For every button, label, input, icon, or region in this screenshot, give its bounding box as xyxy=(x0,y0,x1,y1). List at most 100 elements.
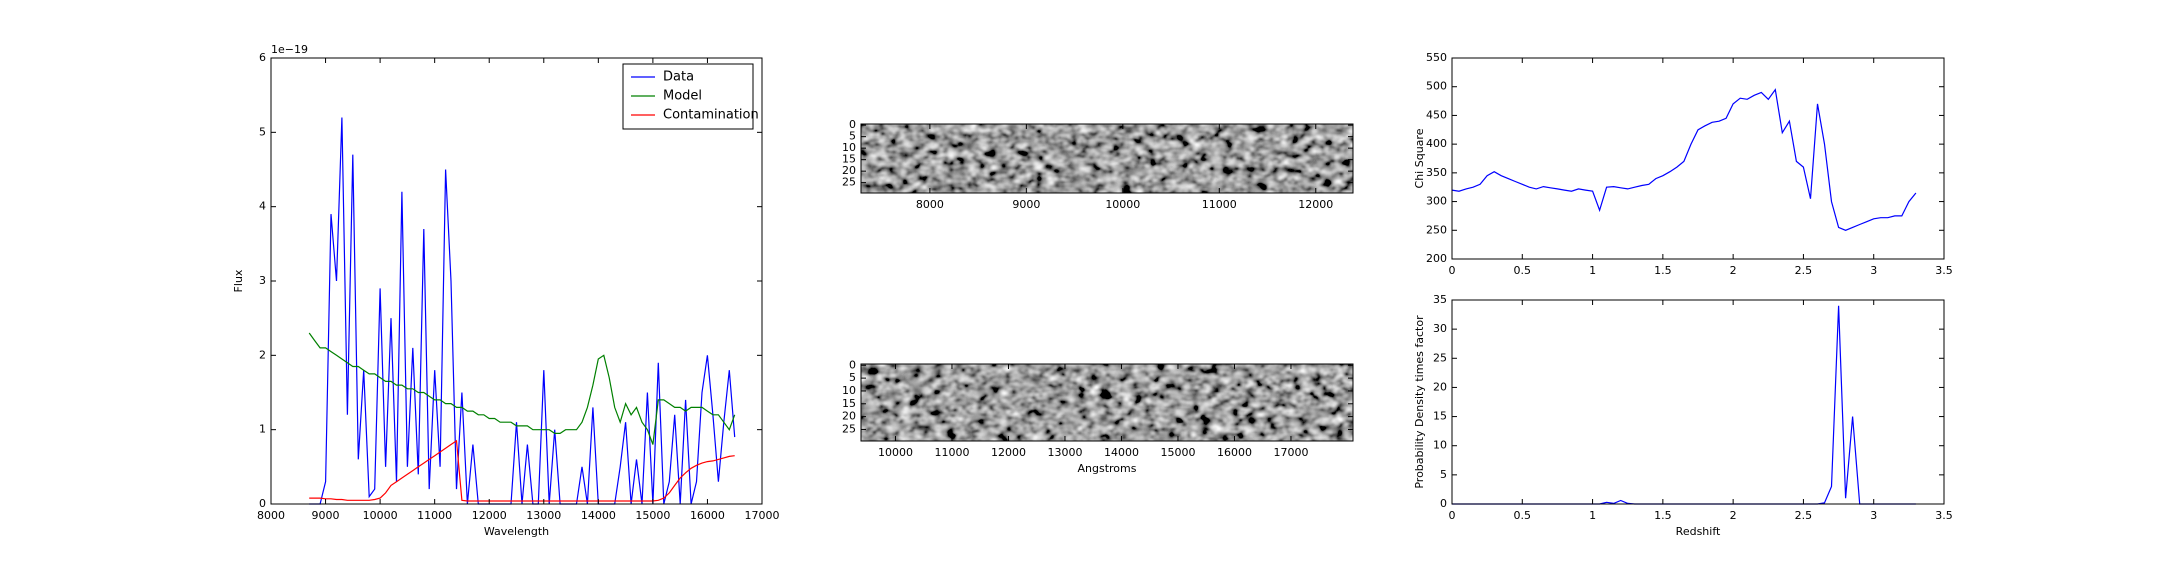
x-tick-label: 3 xyxy=(1870,264,1877,277)
x-tick-label: 9000 xyxy=(1012,198,1040,211)
y-axis-label: Probability Density times factor xyxy=(1413,315,1426,489)
x-tick-label: 16000 xyxy=(1217,446,1252,459)
axes-frame xyxy=(860,363,1354,442)
axes-frame xyxy=(1451,57,1945,260)
y-tick-label: 350 xyxy=(1426,166,1447,179)
plot-area xyxy=(1452,300,1944,504)
x-tick-label: 15000 xyxy=(635,509,670,522)
x-tick-label: 9000 xyxy=(312,509,340,522)
x-tick-label: 8000 xyxy=(257,509,285,522)
y-tick-label: 20 xyxy=(1433,380,1447,393)
y-tick-label: 10 xyxy=(842,141,856,154)
plot-area xyxy=(1452,58,1944,259)
legend-label: Contamination xyxy=(663,108,759,123)
y-tick-label: 3 xyxy=(259,274,266,287)
data-line xyxy=(308,332,736,445)
y-tick-label: 5 xyxy=(849,130,856,143)
y-tick-label: 5 xyxy=(1440,468,1447,481)
y-tick-label: 0 xyxy=(849,118,856,131)
panel: 0 0.5 1 1.5 2 2.5 3 3.5 200 250 300 350 400 450 500 550… xyxy=(1413,51,1953,277)
x-tick-label: 12000 xyxy=(1298,198,1333,211)
x-tick-label: 10000 xyxy=(1105,198,1140,211)
x-tick-label: 1 xyxy=(1589,509,1596,522)
x-tick-label: 3 xyxy=(1870,509,1877,522)
y-tick-label: 300 xyxy=(1426,195,1447,208)
y-tick-label: 400 xyxy=(1426,137,1447,150)
y-tick-label: 200 xyxy=(1426,252,1447,265)
x-tick-label: 10000 xyxy=(878,446,913,459)
x-tick-label: 2 xyxy=(1730,509,1737,522)
x-axis-label: Wavelength xyxy=(484,525,549,538)
panel: 8000 9000 10000 11000 12000 13000 14000 15000 16… xyxy=(232,43,780,538)
y-tick-label: 15 xyxy=(842,397,856,410)
x-tick-label: 2 xyxy=(1730,264,1737,277)
y-tick-label: 500 xyxy=(1426,80,1447,93)
y-axis-label: Chi Square xyxy=(1413,128,1426,188)
x-tick-label: 1 xyxy=(1589,264,1596,277)
x-tick-label: 10000 xyxy=(363,509,398,522)
y-tick-label: 550 xyxy=(1426,51,1447,64)
x-tick-label: 0 xyxy=(1449,509,1456,522)
axes-frame xyxy=(860,123,1354,194)
x-tick-label: 11000 xyxy=(417,509,452,522)
x-tick-label: 2.5 xyxy=(1795,509,1813,522)
x-axis-label: Redshift xyxy=(1676,525,1721,538)
y-tick-label: 2 xyxy=(259,348,266,361)
x-tick-label: 3.5 xyxy=(1935,509,1953,522)
panel: 10000 11000 12000 13000 14000 15000 16000 17000… xyxy=(842,358,1354,475)
x-tick-label: 16000 xyxy=(690,509,725,522)
spectrum-image xyxy=(861,364,1353,441)
y-tick-label: 25 xyxy=(1433,351,1447,364)
x-tick-label: 0 xyxy=(1449,264,1456,277)
y-tick-label: 5 xyxy=(259,125,266,138)
y-tick-label: 30 xyxy=(1433,322,1447,335)
x-tick-label: 11000 xyxy=(934,446,969,459)
y-tick-label: 0 xyxy=(1440,497,1447,510)
x-tick-label: 14000 xyxy=(581,509,616,522)
y-tick-label: 1 xyxy=(259,423,266,436)
x-tick-label: 17000 xyxy=(745,509,780,522)
axes-frame xyxy=(1451,299,1945,505)
data-line xyxy=(1451,88,1917,231)
x-tick-label: 3.5 xyxy=(1935,264,1953,277)
y-tick-label: 0 xyxy=(849,358,856,371)
x-tick-label: 0.5 xyxy=(1514,509,1532,522)
x-tick-label: 0.5 xyxy=(1514,264,1532,277)
x-tick-label: 17000 xyxy=(1273,446,1308,459)
x-axis-label: Angstroms xyxy=(1078,462,1137,475)
x-tick-label: 14000 xyxy=(1104,446,1139,459)
spectrum-image xyxy=(861,124,1353,193)
x-tick-label: 11000 xyxy=(1202,198,1237,211)
x-tick-label: 13000 xyxy=(526,509,561,522)
y-tick-label: 4 xyxy=(259,200,266,213)
y-tick-label: 25 xyxy=(842,422,856,435)
x-tick-label: 1.5 xyxy=(1654,264,1672,277)
y-tick-label: 250 xyxy=(1426,223,1447,236)
x-tick-label: 12000 xyxy=(472,509,507,522)
y-tick-label: 10 xyxy=(1433,439,1447,452)
y-tick-label: 35 xyxy=(1433,293,1447,306)
y-tick-label: 20 xyxy=(842,164,856,177)
offset-text: 1e−19 xyxy=(271,43,308,56)
x-tick-label: 15000 xyxy=(1160,446,1195,459)
y-tick-label: 20 xyxy=(842,410,856,423)
y-tick-label: 5 xyxy=(849,371,856,384)
x-tick-label: 8000 xyxy=(916,198,944,211)
y-tick-label: 15 xyxy=(842,153,856,166)
y-axis-label: Flux xyxy=(232,269,245,292)
x-tick-label: 2.5 xyxy=(1795,264,1813,277)
legend-label: Data xyxy=(663,70,694,85)
data-line xyxy=(309,439,735,502)
panel: 0 0.5 1 1.5 2 2.5 3 3.5 0 5 10 15 20 25 30 35 Redshift Pr… xyxy=(1413,293,1953,538)
y-tick-label: 0 xyxy=(259,497,266,510)
x-tick-label: 12000 xyxy=(991,446,1026,459)
y-tick-label: 25 xyxy=(842,176,856,189)
y-tick-label: 450 xyxy=(1426,108,1447,121)
x-tick-label: 1.5 xyxy=(1654,509,1672,522)
legend-label: Model xyxy=(663,89,702,104)
x-tick-label: 13000 xyxy=(1047,446,1082,459)
y-tick-label: 15 xyxy=(1433,410,1447,423)
y-tick-label: 10 xyxy=(842,384,856,397)
